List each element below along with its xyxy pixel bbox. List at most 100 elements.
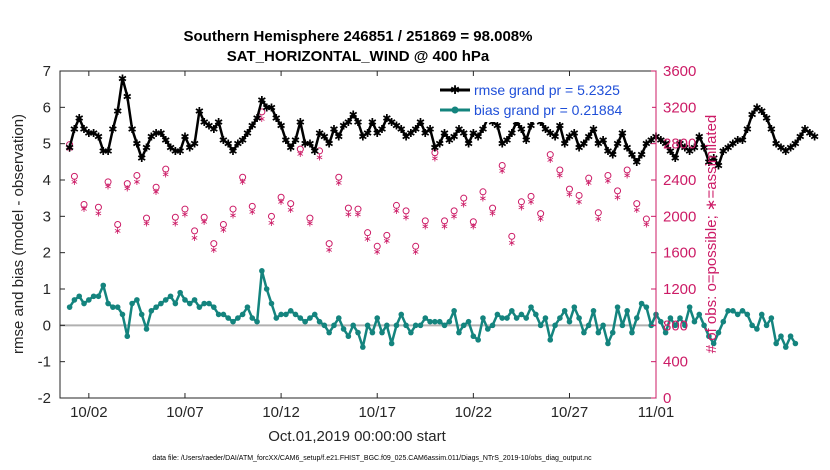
bias-data-point	[100, 282, 107, 289]
obs-possible-point	[412, 242, 420, 250]
rmse-data-point: ✱	[267, 101, 276, 114]
obs-possible-point	[335, 173, 343, 181]
bias-data-point	[706, 333, 712, 340]
bias-data-point	[215, 311, 222, 318]
bias-data-point	[547, 337, 554, 343]
bias-data-point	[110, 304, 116, 310]
obs-assimilated-point: ∗	[181, 210, 189, 221]
rmse-data-point: ✱	[262, 101, 271, 114]
obs-assimilated-point: ∗	[373, 247, 381, 258]
rmse-data-point: ✱	[224, 138, 233, 151]
bias-data-point	[460, 322, 467, 329]
rmse-data-point: ✱	[387, 116, 396, 129]
obs-possible-point	[80, 201, 88, 209]
obs-assimilated-point: ∗	[546, 155, 554, 166]
obs-assimilated-point: ∗	[469, 221, 477, 232]
bias-data-point	[696, 311, 703, 318]
series-layer: ✱✱✱✱✱✱✱✱✱✱✱✱✱✱✱✱✱✱✱✱✱✱✱✱✱✱✱✱✱✱✱✱✱✱✱✱✱✱✱✱…	[65, 72, 819, 350]
legend-bias-marker	[451, 106, 459, 114]
bias-data-point	[244, 304, 251, 310]
obs-assimilated-point: ∗	[296, 149, 304, 160]
rmse-data-point: ✱	[454, 123, 463, 136]
rmse-data-point: ✱	[512, 116, 521, 129]
rmse-data-point: ✱	[416, 116, 425, 129]
legend-rmse-marker: ✱	[450, 83, 460, 97]
rmse-data-point: ✱	[560, 138, 569, 151]
rmse-data-point: ✱	[507, 127, 516, 140]
obs-assimilated-point: ∗	[123, 183, 131, 194]
obs-assimilated-point: ∗	[527, 197, 535, 208]
rmse-data-point: ✱	[75, 112, 84, 125]
obs-possible-point	[604, 171, 612, 179]
y-right-tick-label: 2400	[663, 172, 696, 189]
bias-data-point	[518, 311, 525, 318]
bias-data-point	[758, 311, 765, 318]
bias-data-point	[480, 315, 486, 321]
obs-possible-point	[498, 161, 506, 169]
obs-assimilated-point: ∗	[113, 226, 121, 237]
obs-possible-point	[373, 242, 381, 250]
rmse-data-point: ✱	[546, 127, 555, 140]
bias-data-point	[590, 308, 597, 314]
obs-assimilated-point: ∗	[238, 177, 246, 188]
obs-possible-point	[191, 227, 199, 235]
obs-assimilated-point: ∗	[536, 214, 544, 225]
obs-assimilated-point: ∗	[70, 177, 78, 188]
rmse-data-point: ✱	[118, 72, 127, 85]
rmse-data-point: ✱	[161, 134, 170, 147]
bias-data-point	[302, 318, 308, 325]
bias-data-point	[350, 322, 356, 329]
y-axis-right: 0 400 800 1200 1600 2000 2400 2800 3200 3600	[651, 63, 696, 407]
obs-assimilated-point: ∗	[383, 236, 391, 247]
rmse-data-point: ✱	[180, 130, 189, 143]
bias-data-point	[422, 315, 429, 321]
obs-possible-point	[594, 209, 602, 217]
bias-data-point	[633, 315, 640, 321]
obs-possible-point	[556, 166, 564, 174]
rmse-data-point: ✱	[661, 138, 670, 151]
bias-data-point	[66, 304, 73, 310]
rmse-data-point: ✱	[233, 138, 242, 151]
obs-assimilated-point: ∗	[642, 220, 650, 231]
obs-possible-point	[70, 172, 78, 180]
obs-possible-point	[354, 205, 362, 213]
bias-data-point	[134, 297, 140, 303]
obs-assimilated-point: ∗	[190, 233, 198, 244]
obs-possible-point	[479, 188, 487, 196]
rmse-data-point: ✱	[291, 134, 300, 147]
x-tick-label: 10/02	[70, 404, 108, 421]
bias-data-point	[566, 318, 573, 325]
obs-possible-point	[450, 207, 458, 215]
rmse-data-point: ✱	[671, 152, 680, 165]
obs-assimilated-point: ∗	[623, 171, 631, 182]
bias-data-point	[782, 344, 789, 350]
y-right-tick-label: 0	[663, 390, 671, 407]
rmse-data-point: ✱	[339, 120, 348, 133]
legend-bias-label: bias grand pr = 0.21884	[474, 102, 622, 118]
obs-assimilated-point: ∗	[104, 181, 112, 192]
bias-data-point	[263, 286, 270, 292]
rmse-data-point: ✱	[526, 120, 535, 133]
bias-data-point	[446, 318, 453, 325]
y-left-tick-label: 3	[43, 208, 51, 225]
obs-possible-point	[133, 171, 141, 179]
rmse-data-point: ✱	[65, 141, 74, 154]
rmse-data-point: ✱	[743, 123, 752, 136]
obs-assimilated-point: ∗	[335, 178, 343, 189]
rmse-data-point: ✱	[488, 116, 497, 129]
obs-assimilated-point: ∗	[392, 206, 400, 217]
rmse-data-point: ✱	[522, 134, 531, 147]
obs-possible-point	[248, 202, 256, 210]
rmse-data-point: ✱	[642, 138, 651, 151]
bias-data-point	[316, 318, 323, 325]
bias-data-point	[201, 300, 207, 307]
rmse-data-point: ✱	[392, 120, 401, 133]
obs-assimilated-point: ∗	[267, 218, 275, 229]
bias-data-point	[614, 304, 621, 310]
bias-data-point	[81, 300, 87, 307]
y-right-tick-label: 3600	[663, 63, 696, 80]
rmse-data-point: ✱	[450, 130, 459, 143]
rmse-data-point: ✱	[594, 138, 603, 151]
rmse-data-point: ✱	[517, 123, 526, 136]
